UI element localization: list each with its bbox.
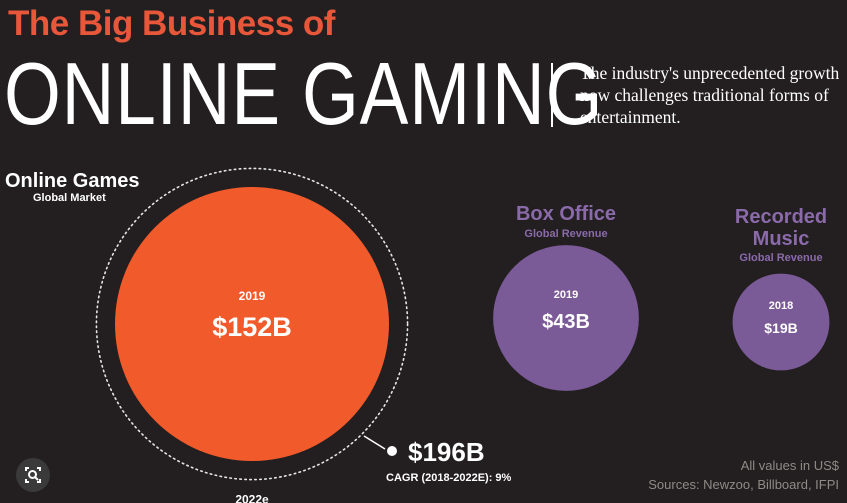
sources-note: Sources: Newzoo, Billboard, IFPI: [648, 477, 839, 492]
online-games-projection-leader: [363, 435, 386, 450]
subtitle: The industry's unprecedented growth now …: [580, 63, 840, 127]
online-games-projection-ring: [95, 167, 409, 481]
box-office-bubble: [493, 245, 639, 391]
online-games-projection-dot: [387, 446, 397, 456]
online-games-bubble: [115, 187, 389, 461]
recorded-music-bubble: [732, 273, 830, 371]
recorded-music-sublabel: Global Revenue: [739, 252, 823, 264]
title-small: The Big Business of: [8, 4, 335, 43]
online-games-projection-note: CAGR (2018-2022E): 9%: [386, 472, 512, 484]
online-games-year-label: 2019: [239, 289, 266, 303]
online-games-value-label: $152B: [212, 312, 292, 342]
online-games-title: Online Games: [5, 170, 140, 192]
box-office-title: Box Office: [515, 203, 617, 225]
image-search-icon[interactable]: [16, 458, 50, 492]
recorded-music-title: Recorded Music: [734, 206, 828, 250]
recorded-music-value-label: $19B: [764, 320, 797, 336]
online-games-projection-value: $196B: [408, 437, 485, 467]
online-games-sublabel: Global Market: [33, 192, 106, 204]
box-office-sublabel: Global Revenue: [524, 228, 608, 240]
box-office-value-label: $43B: [542, 311, 590, 333]
box-office-year-label: 2019: [554, 289, 578, 301]
units-note: All values in US$: [740, 458, 839, 473]
title-divider: [551, 63, 553, 127]
online-games-projection-year: 2022e: [235, 493, 269, 503]
recorded-music-year-label: 2018: [769, 300, 793, 312]
page-title: ONLINE GAMING: [4, 44, 604, 143]
